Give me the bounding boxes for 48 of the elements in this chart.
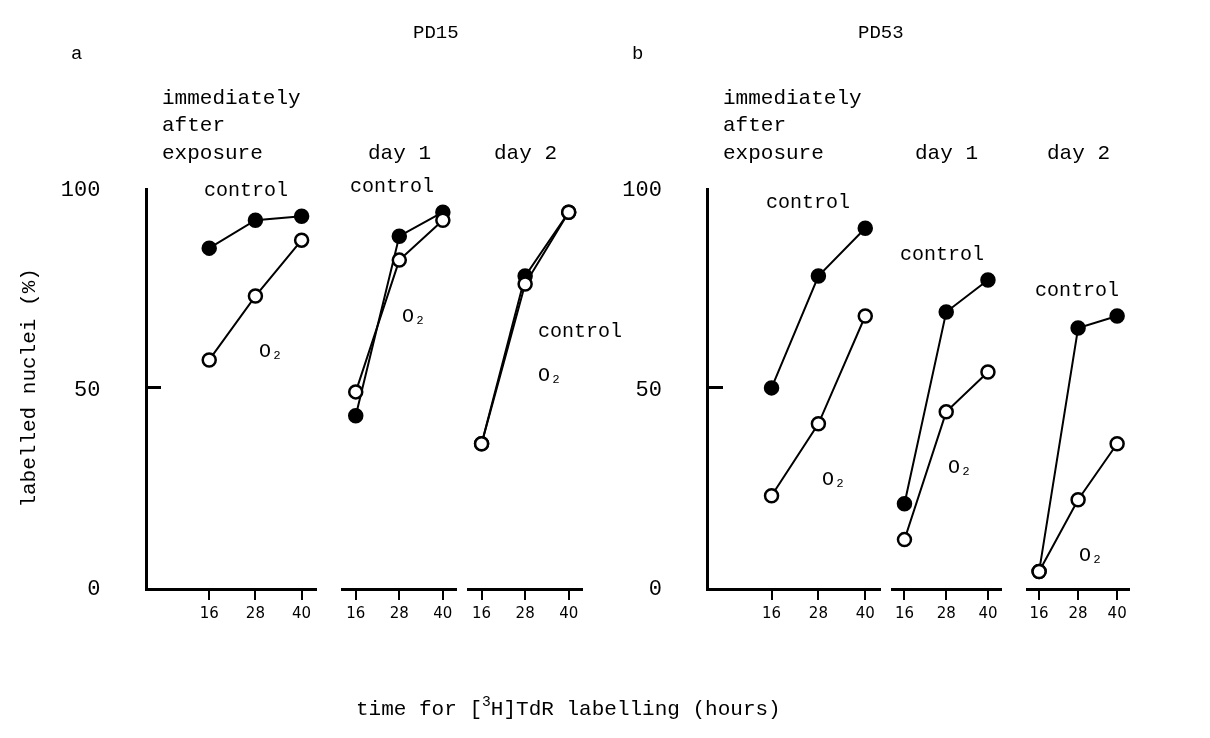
x-tick-label: 16: [472, 604, 492, 623]
y-tick-label: 50: [74, 377, 101, 403]
text: a: [71, 43, 83, 65]
x-axis-title: time for [$^{3}$H]TdR labelling (hours): [356, 694, 781, 721]
chart-title: immediately after exposure: [723, 87, 862, 165]
x-tick-label: 28: [1068, 604, 1088, 623]
series-label: O₂: [538, 364, 563, 387]
series-label: control: [1035, 279, 1120, 302]
x-tick-label: 16: [1029, 604, 1049, 623]
x-tick-label: 40: [433, 604, 453, 623]
y-tick-label: 100: [60, 177, 101, 203]
x-tick-label: 40: [978, 604, 998, 623]
chart-title: day 2: [1047, 142, 1111, 165]
x-tick-label: 28: [936, 604, 956, 623]
series-label: O₂: [259, 340, 284, 363]
x-tick-label: 16: [199, 604, 219, 623]
series-label: control: [350, 175, 435, 198]
series-label: O₂: [402, 305, 427, 328]
x-tick-label: 28: [808, 604, 828, 623]
series-label: control: [538, 320, 623, 343]
x-tick-label: 40: [1107, 604, 1127, 623]
chart-title: immediately after exposure: [162, 87, 301, 165]
x-tick-label: 28: [245, 604, 265, 623]
y-tick-label: 0: [87, 577, 101, 603]
chart-title: day 1: [915, 142, 979, 165]
x-tick-label: 16: [346, 604, 366, 623]
series-label: control: [900, 243, 985, 266]
y-tick-label: 100: [622, 177, 662, 203]
x-tick-label: 40: [559, 604, 579, 623]
text: b: [632, 43, 644, 65]
series-label: O₂: [948, 456, 973, 479]
x-tick-label: 16: [894, 604, 915, 623]
text: PD53: [858, 22, 904, 44]
x-tick-label: 28: [515, 604, 535, 623]
x-tick-label: 28: [389, 604, 409, 623]
series-label: control: [204, 179, 289, 202]
x-tick-label: 16: [761, 604, 782, 623]
x-tick-label: 40: [292, 604, 312, 623]
chart-title: day 2: [494, 142, 558, 165]
x-tick-label: 40: [855, 604, 875, 623]
chart-title: day 1: [368, 142, 432, 165]
series-label: O₂: [822, 468, 847, 491]
y-tick-label: 0: [648, 577, 662, 603]
text: PD15: [413, 22, 459, 44]
series-label: control: [766, 191, 851, 214]
y-axis-title: labelled nuclei (%): [18, 268, 42, 508]
series-label: O₂: [1079, 544, 1104, 567]
y-tick-label: 50: [635, 377, 662, 403]
